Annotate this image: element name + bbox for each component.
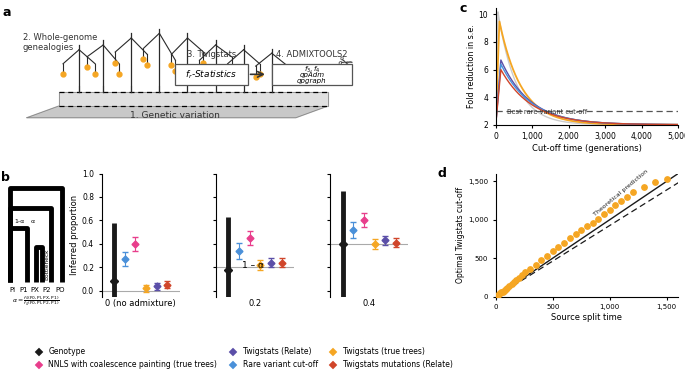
Text: 1 – α: 1 – α [242, 261, 264, 270]
Point [610, 202, 621, 208]
Point [559, 240, 570, 246]
Point [564, 235, 575, 241]
Text: $f_3, f_4$: $f_3, f_4$ [303, 64, 320, 75]
Point [496, 290, 507, 296]
Text: c: c [459, 2, 466, 15]
Point [498, 288, 509, 294]
Point [513, 275, 524, 281]
Text: P2: P2 [42, 287, 51, 293]
Text: $f_r$-Statistics: $f_r$-Statistics [186, 68, 238, 81]
Text: 1. Genetic variation: 1. Genetic variation [130, 111, 221, 120]
Text: b: b [1, 171, 10, 184]
Text: α: α [31, 219, 35, 224]
Text: qpgraph: qpgraph [297, 78, 327, 84]
Text: 1-α: 1-α [14, 219, 25, 224]
Point [511, 277, 522, 283]
Point [501, 285, 512, 291]
Text: Best rare variant cut-off: Best rare variant cut-off [507, 109, 587, 115]
X-axis label: 0.2: 0.2 [249, 299, 262, 308]
Point [542, 253, 553, 259]
Point [493, 292, 503, 298]
Point [499, 287, 510, 293]
Text: Theoretical prediction: Theoretical prediction [593, 169, 649, 217]
Point [520, 269, 531, 275]
Point [576, 227, 587, 233]
Y-axis label: Fold reduction in s.e.: Fold reduction in s.e. [466, 24, 475, 108]
Point [638, 184, 649, 190]
Point [616, 198, 627, 204]
Text: a: a [3, 6, 12, 20]
Text: qpAdm: qpAdm [299, 72, 325, 78]
Point [536, 258, 547, 264]
Text: $\alpha = \frac{f_4(\mathrm{P0,PI,PX,P1})}{f_4(\mathrm{P0,PI,P2,P1})}$: $\alpha = \frac{f_4(\mathrm{P0,PI,PX,P1}… [12, 295, 60, 308]
Text: PI: PI [10, 287, 16, 293]
Polygon shape [59, 92, 328, 106]
Text: ✂: ✂ [334, 53, 354, 75]
Point [525, 266, 536, 272]
Point [604, 207, 615, 213]
Polygon shape [27, 106, 328, 118]
Point [599, 211, 610, 217]
Point [504, 283, 515, 289]
Bar [175, 64, 248, 85]
Point [621, 194, 632, 200]
Point [553, 244, 564, 250]
Point [530, 262, 541, 268]
Point [587, 220, 598, 226]
Point [627, 189, 638, 195]
Point [570, 231, 581, 237]
Point [495, 290, 506, 296]
Y-axis label: Optimal Twigstats cut-off: Optimal Twigstats cut-off [456, 187, 465, 283]
Legend: Genotype, NNLS with coalescence painting (true trees), Twigstats (Relate), Rare : Genotype, NNLS with coalescence painting… [29, 346, 454, 371]
X-axis label: 0 (no admixture): 0 (no admixture) [105, 299, 176, 308]
Text: 2. Whole-genome
genealogies: 2. Whole-genome genealogies [23, 33, 97, 53]
Point [516, 272, 527, 278]
X-axis label: Cut-off time (generations): Cut-off time (generations) [532, 144, 642, 153]
Text: Bottleneck: Bottleneck [45, 248, 50, 280]
Point [593, 216, 603, 222]
Point [501, 286, 512, 292]
Point [582, 223, 593, 229]
Point [650, 179, 661, 185]
Text: d: d [437, 167, 446, 180]
Text: 4. ADMIXTOOLS2: 4. ADMIXTOOLS2 [276, 50, 347, 59]
Y-axis label: Inferred proportion: Inferred proportion [70, 195, 79, 275]
Bar [272, 64, 352, 85]
Text: PO: PO [55, 287, 65, 293]
Point [494, 291, 505, 297]
Point [497, 289, 508, 295]
Text: 3. Twigstats: 3. Twigstats [187, 50, 236, 59]
Point [661, 176, 672, 182]
Point [547, 248, 558, 254]
X-axis label: 0.4: 0.4 [362, 299, 376, 308]
Point [508, 279, 519, 285]
Text: PX: PX [30, 287, 39, 293]
Point [506, 281, 517, 287]
Text: P1: P1 [19, 287, 27, 293]
X-axis label: Source split time: Source split time [551, 313, 623, 322]
